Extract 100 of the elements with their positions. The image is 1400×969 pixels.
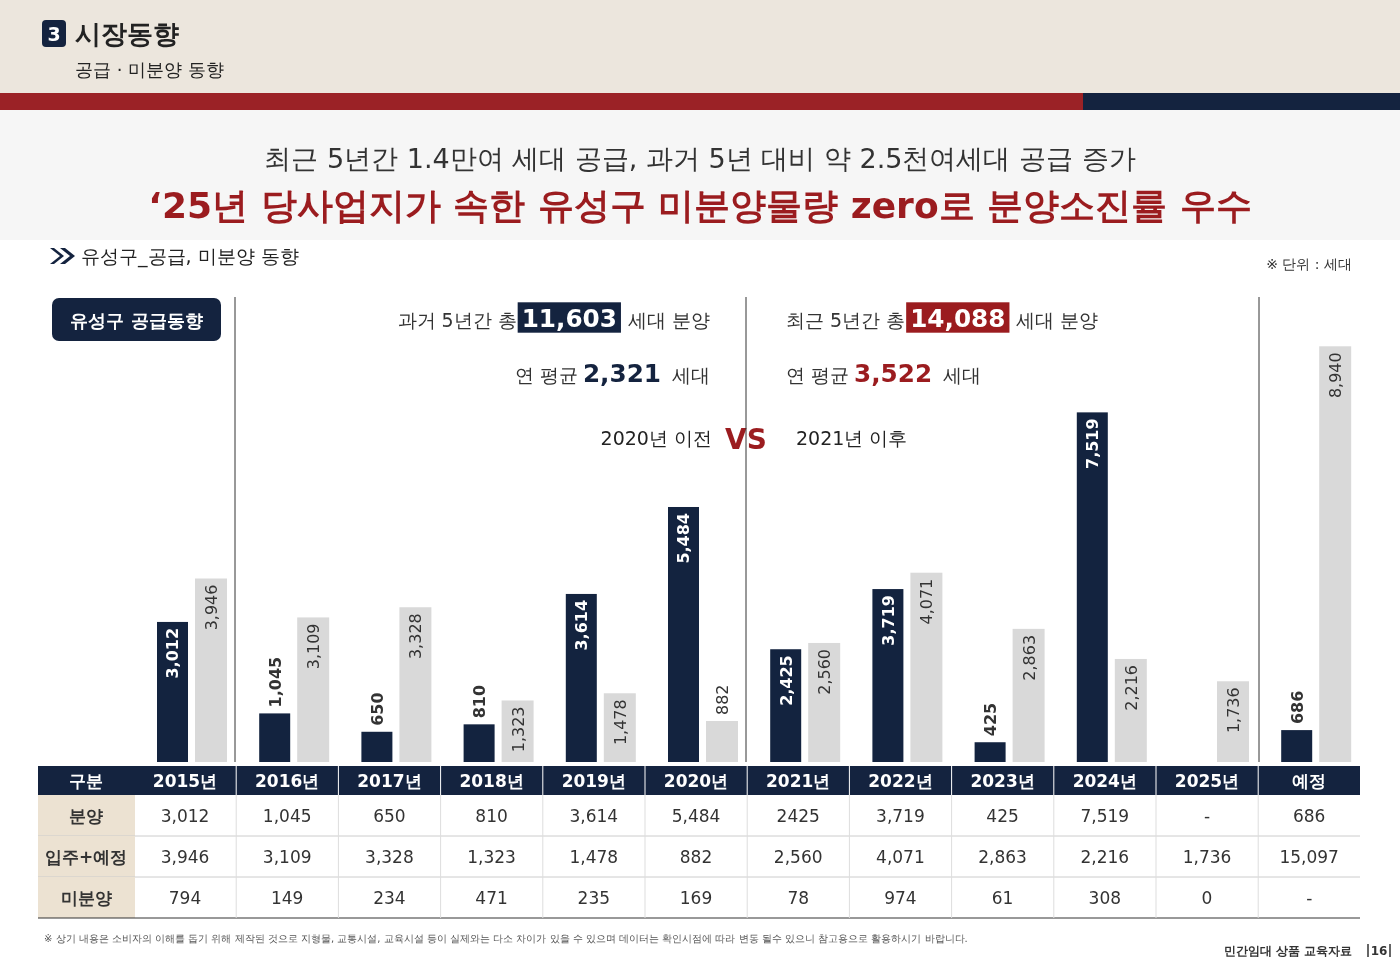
text: 974 xyxy=(884,888,917,908)
bar xyxy=(770,649,802,762)
data-label: 1,478 xyxy=(610,699,630,746)
data-label: 1,736 xyxy=(1224,687,1243,734)
text: 15,097 xyxy=(1279,847,1339,867)
data-label: 810 xyxy=(470,684,490,719)
data-label: 425 xyxy=(981,702,1001,737)
bar xyxy=(1281,730,1313,762)
text: 3 xyxy=(47,23,61,45)
bar xyxy=(1012,628,1045,762)
text: - xyxy=(1306,888,1313,908)
bar xyxy=(565,593,597,762)
text: 794 xyxy=(168,888,202,908)
text: 입주+예정 xyxy=(44,847,128,867)
data-label: 7,519 xyxy=(1083,418,1103,469)
data-label: 2,560 xyxy=(815,648,835,695)
x-tick-label: 2021년 xyxy=(766,771,831,791)
data-label: 4,071 xyxy=(917,578,937,625)
bar xyxy=(361,731,393,762)
x-tick-label: 2019년 xyxy=(561,771,626,791)
bar xyxy=(259,713,291,762)
text: 1,736 xyxy=(1182,847,1232,867)
x-tick-label: 2020년 xyxy=(663,771,729,791)
text: 2,560 xyxy=(773,847,823,867)
text: 구분 xyxy=(69,771,103,791)
text: 1,478 xyxy=(569,847,619,867)
data-label: 1,045 xyxy=(265,656,285,708)
text: ※ 상기 내용은 소비자의 이해를 돕기 위해 제작된 것으로 지형물, 교통시설, 교육시설 등이 실제와는 다소 차이가 있을 수 있으며 데이터는 확인시점에 따라 변동 될수 있으니 참고용으로 활용하시기 바랍니다. xyxy=(44,933,968,944)
text: 3,719 xyxy=(876,806,925,826)
text: 61 xyxy=(991,888,1014,908)
bar xyxy=(974,742,1006,762)
data-label: 1,323 xyxy=(508,706,528,753)
text: ※ 단위 : 세대 xyxy=(1266,256,1352,272)
annotation: 2020년 이전 xyxy=(600,427,712,449)
data-label: 8,940 xyxy=(1326,352,1346,399)
text: 민간임대 상품 교육자료 xyxy=(1223,944,1352,958)
bar xyxy=(195,578,227,762)
bar xyxy=(872,589,904,762)
data-label: 2,425 xyxy=(776,655,796,706)
chart-title: ‘25년 당사업지가 속한 유성구 미분양물량 zero로 분양소진률 우수 xyxy=(148,185,1252,226)
annotation: 2021년 이후 xyxy=(796,427,908,449)
bar xyxy=(910,572,943,762)
x-tick-label: 2016년 xyxy=(255,771,320,791)
data-label: 3,614 xyxy=(572,599,592,651)
text: 235 xyxy=(577,888,611,908)
text: 78 xyxy=(787,888,810,908)
bar xyxy=(1114,658,1147,762)
text: 2,863 xyxy=(978,847,1027,867)
bar xyxy=(706,720,738,762)
x-tick-label: 2015년 xyxy=(152,771,218,791)
bar xyxy=(1319,346,1352,762)
x-tick-label: 2023년 xyxy=(970,771,1035,791)
data-label: 686 xyxy=(1287,690,1307,725)
annotation: 유성구 공급동향 xyxy=(70,310,203,331)
text: 1,045 xyxy=(262,806,312,826)
data-label: 2,216 xyxy=(1121,664,1141,711)
text: 5,484 xyxy=(671,806,721,826)
text: 3,012 xyxy=(160,806,210,826)
text: 공급 · 미분양 동향 xyxy=(75,59,224,80)
annotation: VS xyxy=(725,423,767,456)
text: 4,071 xyxy=(876,847,925,867)
x-tick-label: 2025년 xyxy=(1174,771,1240,791)
data-label: 882 xyxy=(713,684,732,715)
x-tick-label: 2017년 xyxy=(357,771,422,791)
text: 234 xyxy=(373,888,406,908)
data-label: 3,012 xyxy=(163,627,183,679)
text: 471 xyxy=(475,888,508,908)
data-label: 2,863 xyxy=(1019,634,1039,681)
text: 2,216 xyxy=(1080,847,1130,867)
text: 149 xyxy=(270,888,304,908)
text: 169 xyxy=(679,888,713,908)
bar xyxy=(1217,681,1249,762)
data-label: 3,946 xyxy=(202,584,221,631)
data-label: 5,484 xyxy=(674,512,694,564)
text: 425 xyxy=(986,806,1019,826)
bar xyxy=(1076,412,1108,762)
text: 0 xyxy=(1201,888,1213,908)
text: 3,328 xyxy=(365,847,414,867)
text: 유성구_공급, 미분양 동향 xyxy=(81,245,299,268)
data-label: 3,328 xyxy=(406,613,426,660)
text: 810 xyxy=(475,806,508,826)
text: 7,519 xyxy=(1080,806,1130,826)
x-tick-label: 2022년 xyxy=(868,771,933,791)
text: 미분양 xyxy=(60,888,112,908)
text: 1,323 xyxy=(467,847,516,867)
bar xyxy=(399,607,432,762)
text: 시장동향 xyxy=(75,19,179,49)
data-label: 650 xyxy=(367,692,387,726)
text: 3,109 xyxy=(262,847,312,867)
chart-subtitle: 최근 5년간 1.4만여 세대 공급, 과거 5년 대비 약 2.5천여세대 공급 증가 xyxy=(264,143,1136,174)
text: 3,946 xyxy=(160,847,210,867)
data-label: 3,109 xyxy=(304,623,324,670)
bar xyxy=(463,724,495,762)
bar xyxy=(157,621,188,762)
text: 686 xyxy=(1292,806,1326,826)
text: 2425 xyxy=(776,806,820,826)
x-tick-label: 2024년 xyxy=(1072,771,1137,791)
text: - xyxy=(1203,806,1211,826)
bar xyxy=(808,642,841,762)
bar xyxy=(297,617,330,762)
